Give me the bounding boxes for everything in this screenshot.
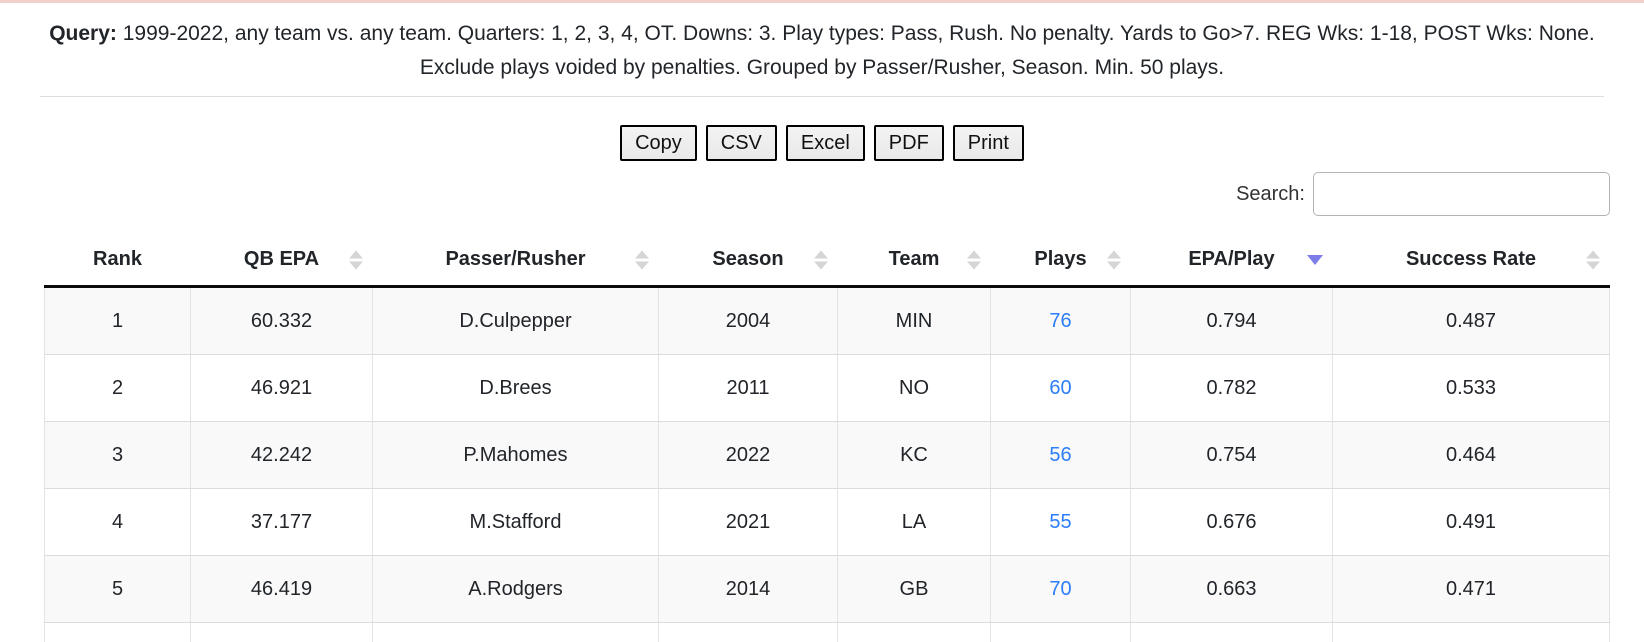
success-rate-cell: [1332, 622, 1610, 642]
sort-both-icon[interactable]: [1585, 250, 1600, 269]
query-description: Query: 1999-2022, any team vs. any team.…: [0, 3, 1644, 85]
epa-play-cell: 0.754: [1130, 421, 1333, 489]
sort-both-icon[interactable]: [1106, 250, 1121, 269]
column-header-label: QB EPA: [243, 248, 320, 270]
copy-button[interactable]: Copy: [620, 125, 697, 161]
qb-epa-cell: [190, 622, 373, 642]
success-rate-cell: 0.464: [1332, 421, 1610, 489]
passer-rusher-cell: [372, 622, 659, 642]
team-cell: KC: [837, 421, 991, 489]
sort-both-icon[interactable]: [348, 250, 363, 269]
column-header-label: Team: [888, 248, 940, 270]
team-cell: GB: [837, 555, 991, 623]
success-rate-cell: 0.491: [1332, 488, 1610, 556]
team-cell: MIN: [837, 286, 991, 355]
passer-rusher-cell: D.Brees: [372, 354, 659, 422]
plays-link[interactable]: 76: [1049, 310, 1072, 332]
plays-link[interactable]: 55: [1049, 511, 1072, 533]
top-accent-bar: [0, 0, 1644, 3]
season-cell: [658, 622, 838, 642]
column-header-success-rate[interactable]: Success Rate: [1332, 234, 1610, 288]
rank-cell: 2: [44, 354, 191, 422]
column-header-label: Passer/Rusher: [445, 248, 586, 270]
epa-play-cell: [1130, 622, 1333, 642]
results-table: Rank QB EPA Passer/Rusher Season Team: [44, 234, 1610, 642]
column-header-epa-play[interactable]: EPA/Play: [1130, 234, 1333, 288]
season-cell: 2011: [658, 354, 838, 422]
column-header-label: Plays: [1034, 248, 1087, 270]
success-rate-cell: 0.533: [1332, 354, 1610, 422]
season-cell: 2021: [658, 488, 838, 556]
query-label: Query:: [49, 22, 117, 45]
rank-cell: 3: [44, 421, 191, 489]
rank-cell: 4: [44, 488, 191, 556]
column-header-rank: Rank: [44, 234, 191, 288]
table-row: 5 46.419 A.Rodgers 2014 GB 70 0.663 0.47…: [44, 555, 1610, 623]
season-cell: 2004: [658, 286, 838, 355]
plays-cell: 56: [990, 421, 1131, 489]
success-rate-cell: 0.487: [1332, 286, 1610, 355]
passer-rusher-cell: A.Rodgers: [372, 555, 659, 623]
sort-both-icon[interactable]: [966, 250, 981, 269]
export-toolbar: Copy CSV Excel PDF Print: [0, 125, 1644, 161]
column-header-season[interactable]: Season: [658, 234, 838, 288]
plays-link[interactable]: 70: [1049, 578, 1072, 600]
plays-cell: 55: [990, 488, 1131, 556]
plays-cell: 70: [990, 555, 1131, 623]
table-row: 3 42.242 P.Mahomes 2022 KC 56 0.754 0.46…: [44, 421, 1610, 489]
column-header-team[interactable]: Team: [837, 234, 991, 288]
excel-button[interactable]: Excel: [785, 125, 865, 161]
epa-play-cell: 0.794: [1130, 286, 1333, 355]
table-row-partial: [44, 622, 1610, 642]
table-row: 1 60.332 D.Culpepper 2004 MIN 76 0.794 0…: [44, 286, 1610, 355]
divider: [40, 96, 1604, 97]
pdf-button[interactable]: PDF: [873, 125, 944, 161]
plays-cell: 76: [990, 286, 1131, 355]
column-header-label: Rank: [93, 248, 142, 270]
print-button[interactable]: Print: [952, 125, 1024, 161]
team-cell: LA: [837, 488, 991, 556]
epa-play-cell: 0.676: [1130, 488, 1333, 556]
rank-cell: [44, 622, 191, 642]
sort-both-icon[interactable]: [813, 250, 828, 269]
qb-epa-cell: 60.332: [190, 286, 373, 355]
sort-both-icon[interactable]: [634, 250, 649, 269]
table-header-row: Rank QB EPA Passer/Rusher Season Team: [44, 234, 1610, 288]
table-row: 2 46.921 D.Brees 2011 NO 60 0.782 0.533: [44, 354, 1610, 422]
plays-link[interactable]: 60: [1049, 377, 1072, 399]
team-cell: [837, 622, 991, 642]
qb-epa-cell: 42.242: [190, 421, 373, 489]
column-header-passer-rusher[interactable]: Passer/Rusher: [372, 234, 659, 288]
qb-epa-cell: 37.177: [190, 488, 373, 556]
passer-rusher-cell: D.Culpepper: [372, 286, 659, 355]
table-row: 4 37.177 M.Stafford 2021 LA 55 0.676 0.4…: [44, 488, 1610, 556]
sort-descending-icon[interactable]: [1306, 254, 1323, 265]
passer-rusher-cell: P.Mahomes: [372, 421, 659, 489]
column-header-label: EPA/Play: [1188, 248, 1275, 270]
qb-epa-cell: 46.921: [190, 354, 373, 422]
epa-play-cell: 0.782: [1130, 354, 1333, 422]
search-row: Search:: [0, 172, 1644, 216]
results-table-container: Rank QB EPA Passer/Rusher Season Team: [44, 234, 1610, 642]
season-cell: 2022: [658, 421, 838, 489]
epa-play-cell: 0.663: [1130, 555, 1333, 623]
column-header-label: Success Rate: [1405, 248, 1537, 270]
success-rate-cell: 0.471: [1332, 555, 1610, 623]
rank-cell: 1: [44, 286, 191, 355]
rank-cell: 5: [44, 555, 191, 623]
column-header-qb-epa[interactable]: QB EPA: [190, 234, 373, 288]
passer-rusher-cell: M.Stafford: [372, 488, 659, 556]
column-header-label: Season: [712, 248, 784, 270]
search-input[interactable]: [1313, 172, 1610, 216]
season-cell: 2014: [658, 555, 838, 623]
plays-link[interactable]: 56: [1049, 444, 1072, 466]
search-label: Search:: [1236, 182, 1305, 205]
column-header-plays[interactable]: Plays: [990, 234, 1131, 288]
plays-cell: 60: [990, 354, 1131, 422]
query-text: 1999-2022, any team vs. any team. Quarte…: [116, 22, 1595, 79]
csv-button[interactable]: CSV: [705, 125, 777, 161]
team-cell: NO: [837, 354, 991, 422]
plays-cell: [990, 622, 1131, 642]
qb-epa-cell: 46.419: [190, 555, 373, 623]
